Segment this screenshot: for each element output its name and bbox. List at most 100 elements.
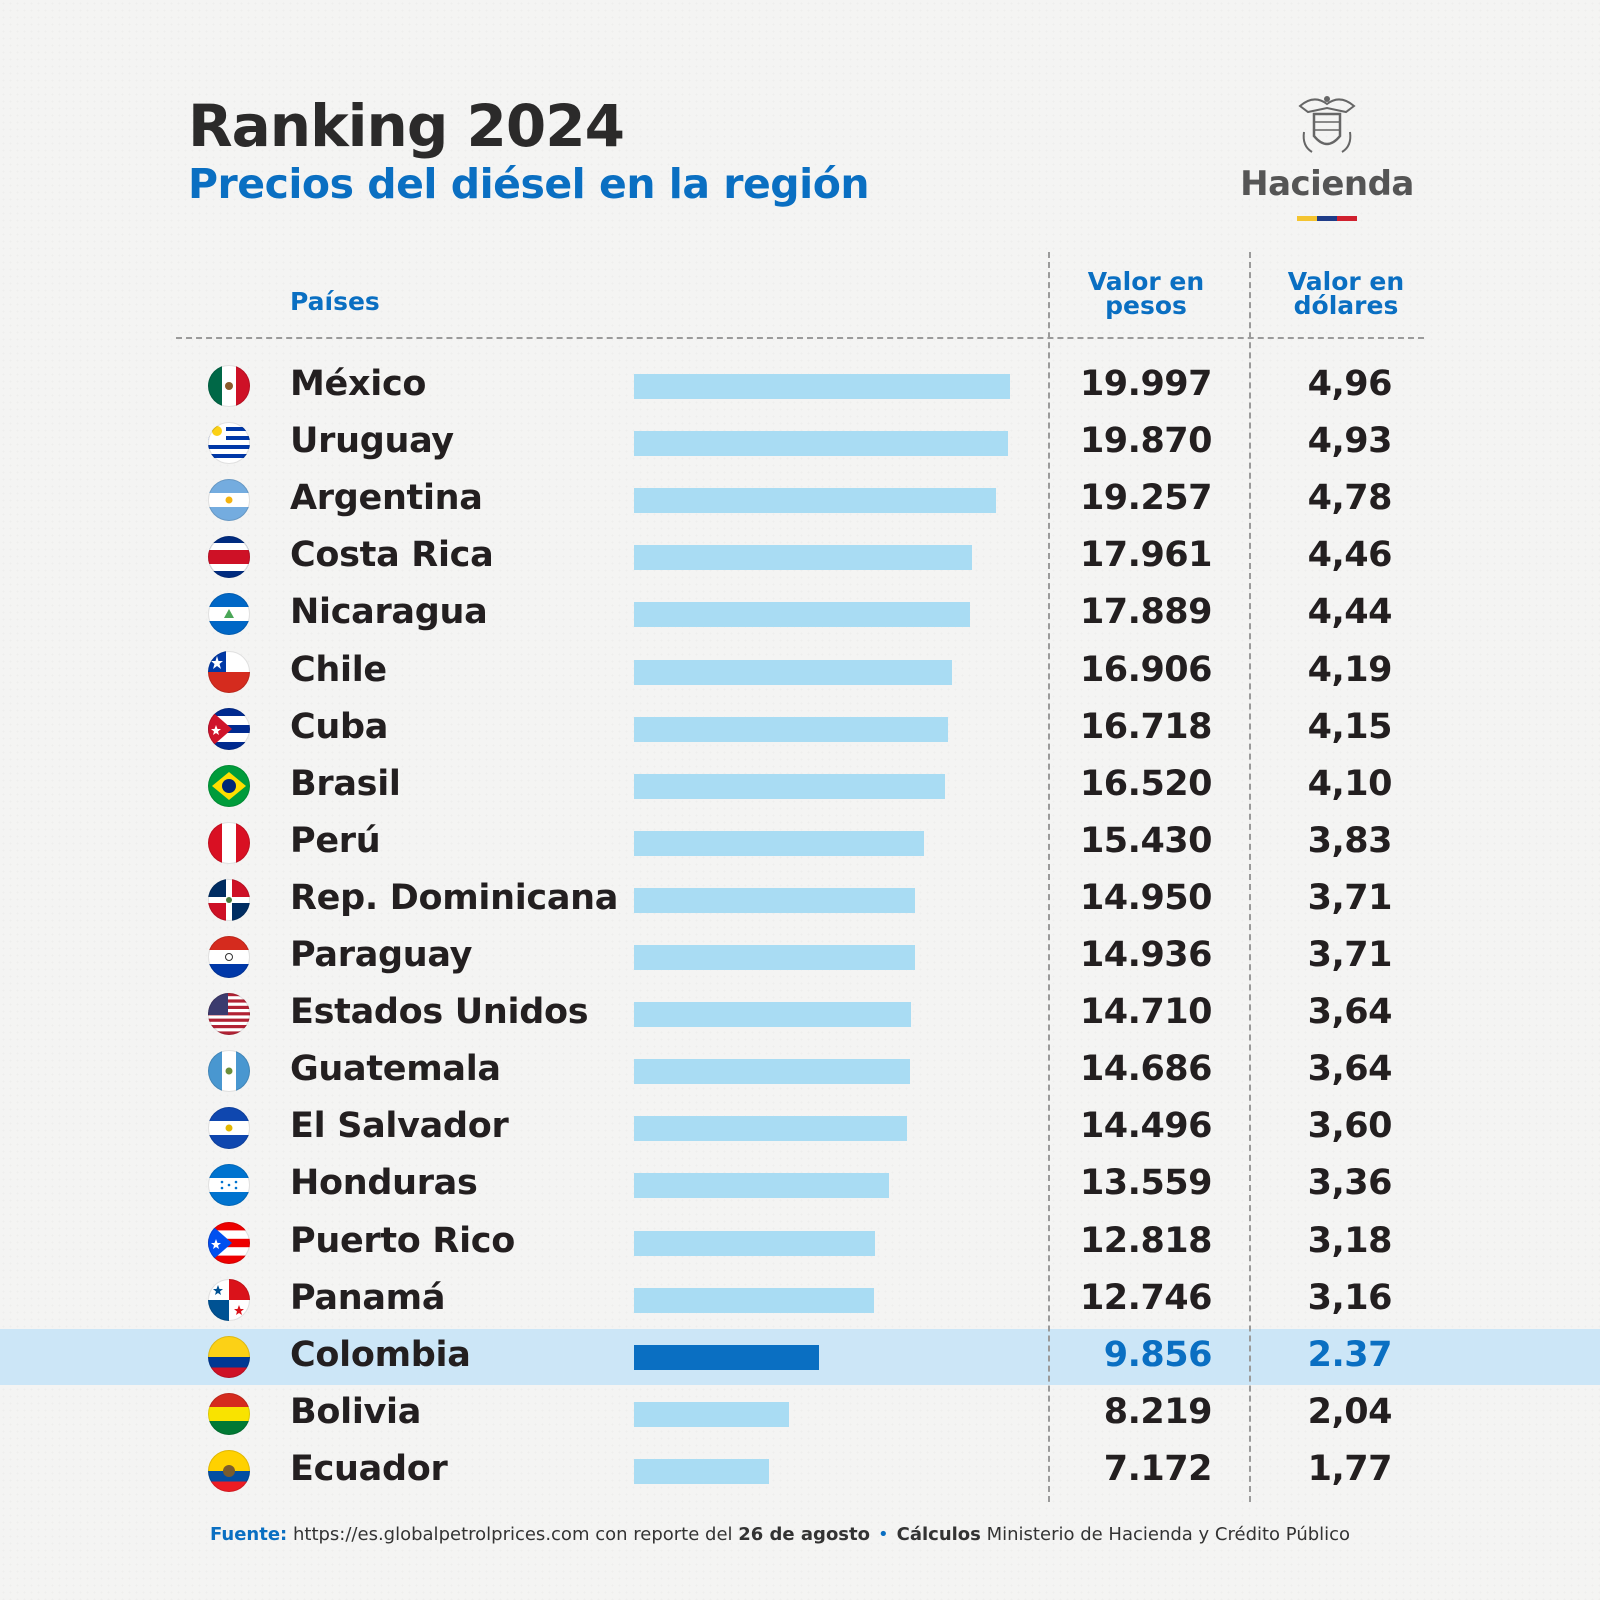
- value-dollars: 3,64: [1307, 1049, 1393, 1090]
- bar-guatemala: [634, 1059, 911, 1085]
- country-name: Ecuador: [290, 1448, 448, 1489]
- footer-separator: •: [878, 1524, 889, 1545]
- table-row: Uruguay 19.870 4,93: [0, 415, 1600, 472]
- argentina-flag-icon: [208, 479, 250, 522]
- bar-peru: [634, 830, 925, 856]
- country-name: Nicaragua: [290, 592, 488, 633]
- value-dollars: 2,04: [1307, 1391, 1393, 1432]
- value-pesos: 8.219: [1103, 1391, 1213, 1432]
- table-row: Brasil 16.520 4,10: [0, 758, 1600, 815]
- column-header-countries: Países: [290, 287, 380, 316]
- column-header-dollars: Valor en dólares: [1266, 267, 1426, 320]
- value-dollars: 4,96: [1307, 364, 1393, 404]
- value-pesos: 19.997: [1079, 364, 1213, 404]
- guatemala-flag-icon: [208, 1050, 250, 1093]
- country-name: Paraguay: [290, 935, 473, 975]
- paraguay-flag-icon: [208, 936, 250, 978]
- value-dollars: 4,78: [1307, 478, 1393, 519]
- column-divider-dollars: [1249, 252, 1251, 1502]
- bar-dominican-republic: [634, 887, 916, 913]
- value-pesos: 14.950: [1079, 877, 1213, 918]
- bar-panama: [634, 1287, 874, 1313]
- country-name: Panamá: [290, 1277, 446, 1318]
- value-pesos: 16.718: [1079, 706, 1213, 747]
- table-row: Bolivia 8.219 2,04: [0, 1386, 1600, 1443]
- bar-puerto-rico: [634, 1230, 875, 1256]
- value-pesos: 14.936: [1079, 935, 1213, 975]
- value-pesos: 12.818: [1079, 1220, 1213, 1261]
- footer-source-label: Fuente:: [210, 1524, 288, 1545]
- table-row: Rep. Dominicana 14.950 3,71: [0, 872, 1600, 929]
- table-row: Ecuador 7.172 1,77: [0, 1443, 1600, 1500]
- bar-nicaragua: [634, 602, 971, 628]
- brazil-flag-icon: [208, 764, 250, 807]
- value-pesos: 17.889: [1079, 592, 1213, 633]
- logo-stripe-segment: [1297, 216, 1317, 221]
- country-name: El Salvador: [290, 1106, 509, 1147]
- page-title: Ranking 2024: [188, 92, 625, 160]
- value-dollars: 2.37: [1307, 1334, 1393, 1375]
- column-divider-pesos: [1048, 252, 1050, 1502]
- value-dollars: 4,15: [1307, 706, 1393, 747]
- table-row: Perú 15.430 3,83: [0, 815, 1600, 872]
- logo-text: Hacienda: [1240, 164, 1414, 204]
- value-dollars: 4,19: [1307, 649, 1393, 690]
- country-name: Uruguay: [290, 421, 454, 462]
- value-dollars: 4,46: [1307, 535, 1393, 576]
- peru-flag-icon: [208, 821, 250, 864]
- footer-source-text: https://es.globalpetrolprices.com con re…: [287, 1524, 739, 1545]
- table-row: Cuba 16.718 4,15: [0, 701, 1600, 758]
- nicaragua-flag-icon: [208, 593, 250, 636]
- country-name: Colombia: [290, 1334, 471, 1375]
- united-states-flag-icon: [208, 993, 250, 1036]
- el-salvador-flag-icon: [208, 1107, 250, 1150]
- value-pesos: 19.257: [1079, 478, 1213, 519]
- table-row: Paraguay 14.936 3,71: [0, 929, 1600, 986]
- footer-source-date: 26 de agosto: [738, 1524, 870, 1545]
- honduras-flag-icon: [208, 1164, 250, 1207]
- value-pesos: 14.496: [1079, 1106, 1213, 1147]
- column-header-pesos: Valor en pesos: [1066, 267, 1226, 318]
- bar-cuba: [634, 716, 949, 742]
- costa-rica-flag-icon: [208, 536, 250, 579]
- bar-uruguay: [634, 431, 1008, 457]
- bar-bolivia: [634, 1401, 789, 1427]
- logo-stripe: [1297, 216, 1357, 221]
- table-row: Puerto Rico 12.818 3,18: [0, 1215, 1600, 1272]
- value-pesos: 7.172: [1103, 1448, 1213, 1489]
- table-row: Guatemala 14.686 3,64: [0, 1043, 1600, 1100]
- country-name: Rep. Dominicana: [290, 877, 619, 918]
- country-name: Guatemala: [290, 1049, 501, 1090]
- value-dollars: 3,60: [1307, 1106, 1393, 1147]
- footer-calc-label: Cálculos: [896, 1524, 981, 1545]
- column-header-pesos-line1: Valor en: [1087, 267, 1205, 296]
- bar-honduras: [634, 1173, 889, 1199]
- table-row: Colombia 9.856 2.37: [0, 1329, 1600, 1386]
- country-name: Cuba: [290, 706, 389, 747]
- puerto-rico-flag-icon: [208, 1221, 250, 1264]
- value-dollars: 1,77: [1307, 1448, 1393, 1489]
- bar-mexico: [634, 374, 1010, 399]
- value-pesos: 14.686: [1079, 1049, 1213, 1090]
- value-pesos: 9.856: [1103, 1334, 1213, 1375]
- table-row: Costa Rica 17.961 4,46: [0, 529, 1600, 586]
- value-pesos: 16.906: [1079, 649, 1213, 690]
- bar-ecuador: [634, 1458, 769, 1484]
- page-subtitle: Precios del diésel en la región: [188, 160, 870, 208]
- bar-colombia: [634, 1344, 820, 1370]
- country-name: Perú: [290, 820, 381, 861]
- footer-source: Fuente: https://es.globalpetrolprices.co…: [210, 1524, 1350, 1545]
- column-header-dollars-line1: Valor en: [1287, 267, 1405, 296]
- table-row: Honduras 13.559 3,36: [0, 1157, 1600, 1214]
- logo-stripe-segment: [1337, 216, 1357, 221]
- table-row: Panamá 12.746 3,16: [0, 1272, 1600, 1329]
- column-header-dollars-line2: dólares: [1293, 291, 1399, 320]
- chile-flag-icon: [208, 650, 250, 693]
- value-dollars: 3,18: [1307, 1220, 1393, 1261]
- bar-argentina: [634, 488, 997, 514]
- table-row: Chile 16.906 4,19: [0, 644, 1600, 701]
- bar-el-salvador: [634, 1116, 907, 1142]
- value-pesos: 15.430: [1079, 820, 1213, 861]
- bar-brazil: [634, 773, 945, 799]
